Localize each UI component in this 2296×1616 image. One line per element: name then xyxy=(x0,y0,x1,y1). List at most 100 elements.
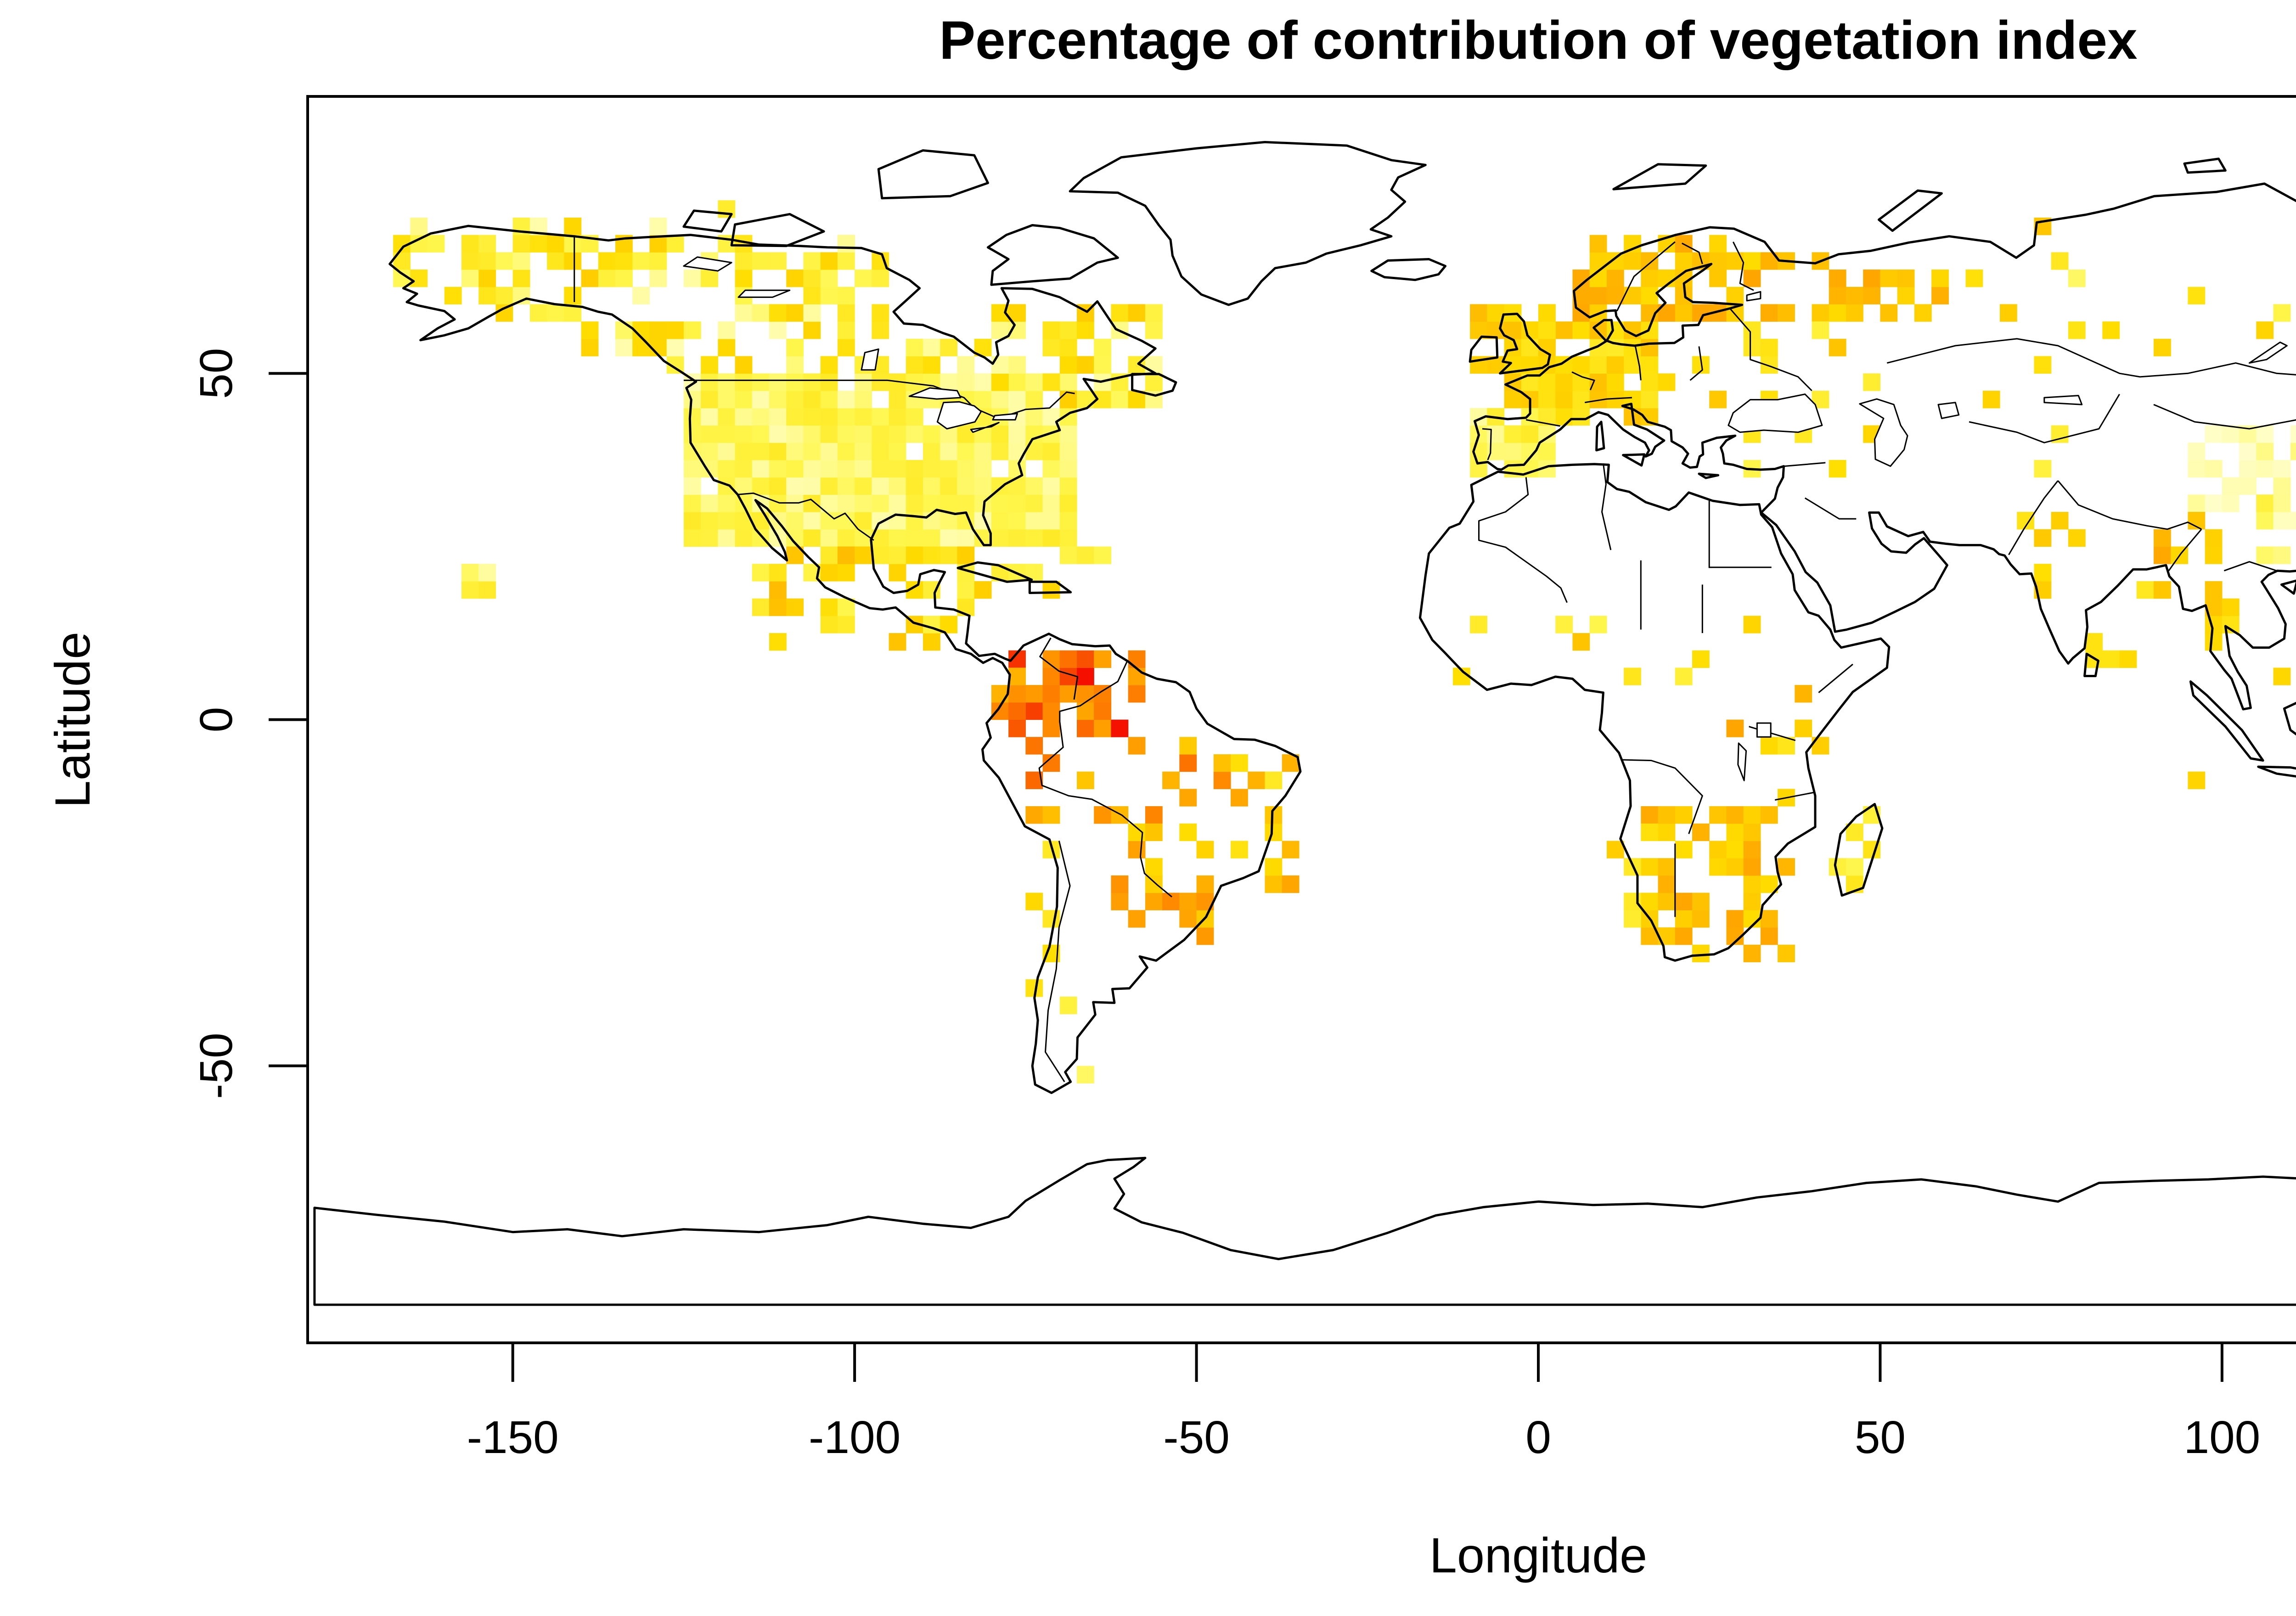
map-cell xyxy=(820,598,838,616)
map-cell xyxy=(2273,512,2291,530)
map-cell xyxy=(957,425,975,443)
map-cell xyxy=(1128,668,1146,685)
map-cell xyxy=(2205,494,2223,512)
x-axis-title: Longitude xyxy=(1429,1527,1647,1583)
map-cell xyxy=(2290,425,2296,443)
map-cell xyxy=(701,529,718,547)
coastline xyxy=(1472,182,2296,711)
map-cell xyxy=(1931,286,1949,305)
y-tick-label: 50 xyxy=(191,348,242,399)
map-cell xyxy=(940,616,958,634)
y-axis-ticks: 50 0 -50 xyxy=(191,348,308,1099)
map-cell xyxy=(666,321,684,339)
map-cell xyxy=(1145,875,1163,893)
map-cell xyxy=(2000,304,2017,322)
map-cell xyxy=(1624,252,1641,270)
map-cell xyxy=(1128,304,1146,322)
map-cell xyxy=(718,338,736,357)
map-cell xyxy=(1641,858,1659,876)
map-cell xyxy=(940,477,958,495)
lake xyxy=(2248,342,2288,364)
map-cell xyxy=(564,286,582,305)
map-cell xyxy=(872,460,889,478)
map-cell xyxy=(872,546,889,564)
map-cell xyxy=(701,269,718,287)
map-cell xyxy=(1743,269,1761,287)
map-cell xyxy=(1042,719,1060,737)
page-title: Percentage of contribution of vegetation… xyxy=(939,10,2137,71)
map-cell xyxy=(2188,460,2206,478)
map-cell xyxy=(1111,304,1129,322)
map-cell xyxy=(1282,841,1300,858)
map-cell xyxy=(957,356,975,374)
map-cell xyxy=(1846,286,1863,305)
map-cell xyxy=(769,477,787,495)
map-cell xyxy=(1641,269,1659,287)
map-cell xyxy=(872,373,889,391)
country-border xyxy=(683,379,1075,419)
map-cell xyxy=(1059,996,1077,1015)
map-cell xyxy=(1025,373,1043,391)
map-cell xyxy=(906,546,923,564)
map-cell xyxy=(2188,771,2206,789)
map-cell xyxy=(1111,892,1129,910)
map-cell xyxy=(820,529,838,547)
map-cell xyxy=(1692,910,1710,928)
map-cell xyxy=(940,373,958,391)
map-cell xyxy=(1008,668,1026,685)
map-cell xyxy=(632,286,650,305)
map-cell xyxy=(837,408,855,426)
country-border xyxy=(1621,759,1703,834)
map-cell xyxy=(1743,338,1761,357)
map-cell xyxy=(1572,408,1590,426)
map-cell xyxy=(1778,944,1795,963)
map-cell xyxy=(991,391,1009,409)
map-cell xyxy=(2119,650,2137,668)
map-cell xyxy=(803,321,821,339)
map-cell xyxy=(735,356,753,374)
map-cell xyxy=(1265,771,1283,789)
map-cell xyxy=(2256,512,2274,530)
map-cell xyxy=(820,373,838,391)
coastline xyxy=(1069,141,1427,306)
map-cell xyxy=(1675,927,1693,945)
map-cell xyxy=(820,391,838,409)
map-cell xyxy=(1829,338,1846,357)
map-cell xyxy=(769,373,787,391)
country-border xyxy=(1682,242,1703,264)
map-cell xyxy=(1641,356,1659,374)
map-cell xyxy=(1059,425,1077,443)
map-cell xyxy=(1025,391,1043,409)
map-cell xyxy=(769,443,787,460)
map-cell xyxy=(1059,512,1077,530)
coastline xyxy=(388,224,1302,1094)
coastline xyxy=(2083,652,2099,677)
map-cell xyxy=(991,512,1009,530)
coastline xyxy=(1622,453,1646,467)
map-cell xyxy=(786,477,804,495)
map-cell xyxy=(1538,391,1556,409)
map-cell xyxy=(1726,841,1744,858)
map-cell xyxy=(1829,286,1846,305)
map-cell xyxy=(1213,754,1231,772)
map-cell xyxy=(855,460,872,478)
coastline xyxy=(877,149,989,200)
map-cell xyxy=(957,546,975,564)
map-cell xyxy=(461,564,479,582)
coastline xyxy=(682,209,733,233)
coastline xyxy=(1878,189,1943,232)
map-cell xyxy=(718,373,736,391)
coastlines-layer xyxy=(313,141,2296,1306)
map-cell xyxy=(1282,875,1300,893)
map-cell xyxy=(1094,719,1112,737)
map-cell xyxy=(1008,702,1026,720)
map-cell xyxy=(957,494,975,512)
map-cell xyxy=(1179,910,1197,928)
map-cell xyxy=(2188,286,2206,305)
map-cell xyxy=(461,235,479,252)
map-cell xyxy=(837,304,855,322)
map-cell xyxy=(2222,477,2240,495)
map-cell xyxy=(1470,616,1487,634)
map-cell xyxy=(1077,356,1094,374)
map-cell xyxy=(718,408,736,426)
